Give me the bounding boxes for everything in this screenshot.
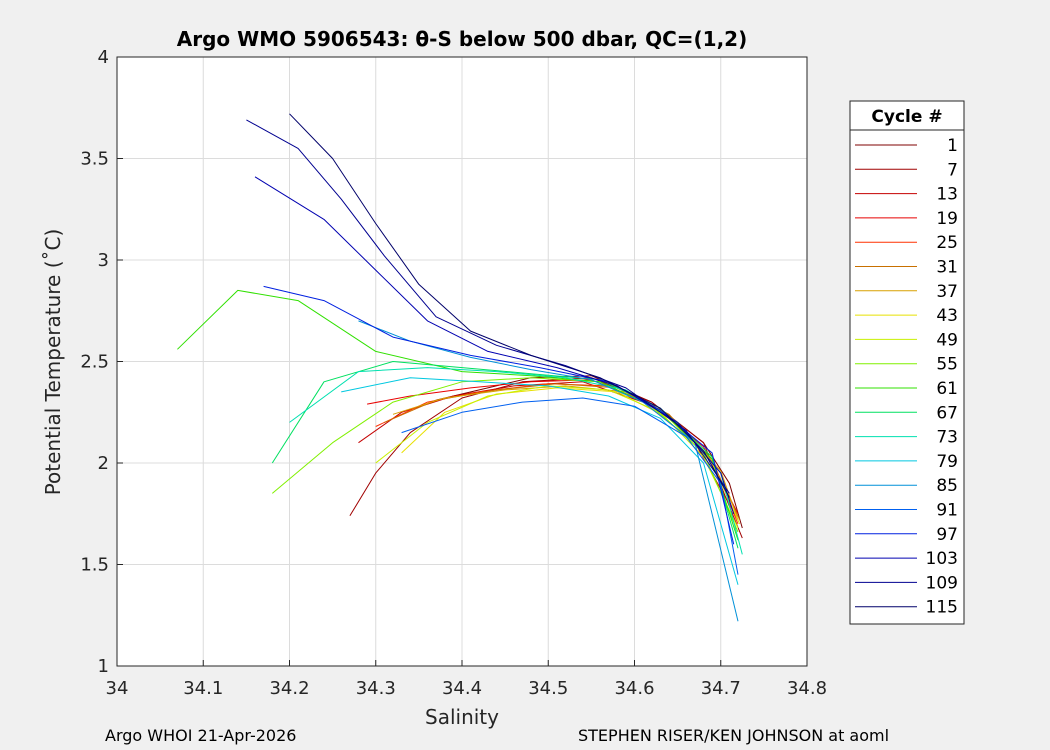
y-axis-label: Potential Temperature (˚C) — [41, 229, 65, 496]
series-line-cycle-109 — [246, 119, 730, 494]
series-line-cycle-103 — [254, 176, 735, 514]
legend-label-cycle-73: 73 — [936, 428, 958, 448]
x-axis-label: Salinity — [425, 705, 499, 729]
axis-ticks: 34 34.1 34.2 34.3 34.4 34.5 34.6 34.7 34.811.522… — [80, 47, 827, 699]
legend-label-cycle-91: 91 — [936, 501, 958, 521]
legend-label-cycle-79: 79 — [936, 452, 958, 472]
legend-label-cycle-103: 103 — [926, 549, 958, 569]
footer-right: STEPHEN RISER/KEN JOHNSON at aoml — [578, 726, 890, 745]
legend-label-cycle-55: 55 — [936, 355, 958, 375]
data-series — [177, 113, 743, 622]
legend-label-cycle-19: 19 — [936, 209, 958, 229]
legend-label-cycle-49: 49 — [936, 330, 958, 350]
footer-left: Argo WHOI 21-Apr-2026 — [105, 726, 297, 745]
legend-label-cycle-43: 43 — [936, 306, 958, 326]
y-tick-label: 1.5 — [80, 555, 109, 576]
series-line-cycle-91 — [401, 397, 739, 575]
x-tick-label: 34.2 — [269, 678, 309, 699]
legend-items: 1 7 13 19 25 31 37 43 49 55 61 67 73 79 85 91 97 103 109 11… — [855, 136, 958, 618]
series-line-cycle-79 — [341, 377, 739, 585]
legend-label-cycle-97: 97 — [936, 525, 958, 545]
legend-label-cycle-13: 13 — [936, 185, 958, 205]
legend-label-cycle-25: 25 — [936, 233, 958, 253]
x-tick-label: 34.8 — [787, 678, 827, 699]
y-tick-label: 3 — [98, 250, 109, 271]
chart-title: Argo WMO 5906543: θ-S below 500 dbar, QC… — [177, 27, 747, 51]
legend-label-cycle-85: 85 — [936, 476, 958, 496]
series-line-cycle-67 — [271, 361, 739, 549]
y-tick-label: 2 — [98, 453, 109, 474]
legend-title: Cycle # — [871, 107, 942, 127]
y-tick-label: 2.5 — [80, 352, 109, 373]
x-tick-label: 34.7 — [701, 678, 741, 699]
legend-label-cycle-7: 7 — [947, 160, 958, 180]
series-line-cycle-7 — [349, 377, 743, 539]
legend-box — [849, 100, 965, 625]
legend-label-cycle-61: 61 — [936, 379, 958, 399]
x-tick-label: 34.3 — [356, 678, 396, 699]
series-line-cycle-115 — [289, 113, 730, 498]
x-tick-label: 34.6 — [614, 678, 654, 699]
series-line-cycle-19 — [367, 379, 739, 515]
legend-label-cycle-37: 37 — [936, 282, 958, 302]
legend-label-cycle-31: 31 — [936, 258, 958, 278]
y-tick-label: 1 — [98, 656, 109, 677]
x-tick-label: 34.4 — [442, 678, 482, 699]
x-tick-label: 34.5 — [528, 678, 568, 699]
legend-label-cycle-109: 109 — [926, 573, 958, 593]
y-tick-label: 4 — [98, 47, 109, 68]
y-tick-label: 3.5 — [80, 149, 109, 170]
x-tick-label: 34.1 — [183, 678, 223, 699]
legend-label-cycle-115: 115 — [926, 598, 958, 618]
x-tick-label: 34 — [106, 678, 129, 699]
legend-label-cycle-67: 67 — [936, 403, 958, 423]
series-line-cycle-61 — [177, 289, 739, 541]
legend-label-cycle-1: 1 — [947, 136, 958, 156]
legend: Cycle # 1 7 13 19 25 31 37 43 49 55 61 67 73 79 85 91 97… — [849, 100, 965, 625]
series-line-cycle-97 — [263, 285, 735, 545]
